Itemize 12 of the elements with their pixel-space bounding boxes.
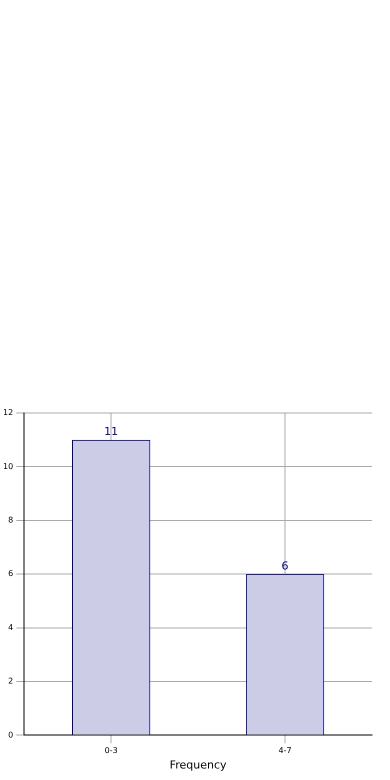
x-axis-title: Frequency <box>170 758 227 772</box>
y-tick-label: 12 <box>2 408 14 418</box>
x-tick-label: 0-3 <box>104 746 118 756</box>
x-tick-label: 4-7 <box>278 746 292 756</box>
y-tick-label: 8 <box>8 515 14 524</box>
y-tick-label: 0 <box>8 730 14 740</box>
y-tick-label: 6 <box>8 569 14 578</box>
data-label: 11 <box>104 425 118 438</box>
data-label: 6 <box>282 559 289 572</box>
y-tick-label: 10 <box>2 462 14 471</box>
y-tick-label: 4 <box>8 622 14 632</box>
y-tick-label: 2 <box>8 676 14 686</box>
